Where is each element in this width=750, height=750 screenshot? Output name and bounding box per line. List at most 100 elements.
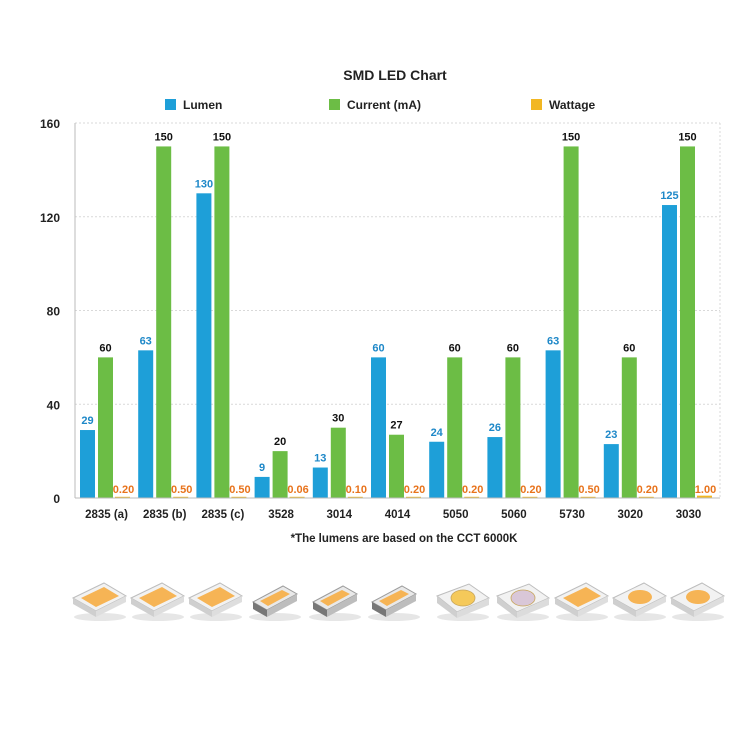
data-label: 0.20 <box>462 484 483 496</box>
bar-wattage-10 <box>697 495 712 498</box>
bar-current-ma--8 <box>563 146 579 498</box>
led-package-4 <box>309 585 361 621</box>
data-label: 0.50 <box>171 484 192 496</box>
x-tick-label: 3020 <box>618 509 644 521</box>
legend-label-0: Lumen <box>183 98 222 112</box>
data-label: 60 <box>99 342 111 354</box>
data-label: 150 <box>213 131 231 143</box>
data-label: 60 <box>449 342 461 354</box>
data-label: 0.10 <box>346 484 367 496</box>
led-package-7 <box>496 583 551 621</box>
bar-current-ma--4 <box>330 427 346 498</box>
data-label: 60 <box>623 342 635 354</box>
led-package-1 <box>129 582 186 621</box>
bar-wattage-8 <box>580 496 596 498</box>
legend-label-1: Current (mA) <box>347 98 421 112</box>
data-label: 1.00 <box>695 484 716 496</box>
data-label: 130 <box>195 178 213 190</box>
data-label: 26 <box>489 422 501 434</box>
data-label: 13 <box>314 453 326 465</box>
x-tick-label: 3030 <box>676 509 702 521</box>
bar-wattage-7 <box>522 496 538 498</box>
led-package-5 <box>368 585 420 621</box>
data-label: 60 <box>507 342 519 354</box>
data-label: 0.50 <box>229 484 250 496</box>
bar-current-ma--5 <box>389 434 404 498</box>
led-package-10 <box>669 582 726 621</box>
x-tick-label: 4014 <box>385 509 411 521</box>
legend: Lumen Current (mA) Wattage <box>165 98 596 112</box>
bar-lumen-10 <box>662 205 677 498</box>
x-tick-label: 5050 <box>443 509 469 521</box>
data-label: 29 <box>81 415 93 427</box>
data-label: 9 <box>259 462 265 474</box>
bar-current-ma--9 <box>621 357 637 498</box>
data-label: 0.20 <box>113 484 134 496</box>
x-tick-label: 5730 <box>559 509 585 521</box>
y-tick-label: 160 <box>40 117 60 131</box>
bar-current-ma--1 <box>156 146 172 498</box>
bar-current-ma--7 <box>505 357 521 498</box>
x-tick-label: 2835 (c) <box>201 509 244 521</box>
footnote: *The lumens are based on the CCT 6000K <box>291 533 519 545</box>
data-label: 125 <box>660 190 678 202</box>
bar-wattage-4 <box>347 496 363 498</box>
data-label: 63 <box>140 335 152 347</box>
bar-wattage-5 <box>406 496 421 498</box>
led-package-9 <box>611 582 668 621</box>
bar-lumen-4 <box>312 467 328 498</box>
data-label: 20 <box>274 436 286 448</box>
bar-lumen-5 <box>371 357 386 498</box>
y-tick-label: 80 <box>47 305 61 319</box>
bar-wattage-9 <box>638 496 654 498</box>
bar-current-ma--6 <box>447 357 463 498</box>
bar-lumen-6 <box>429 441 445 498</box>
x-tick-label: 2835 (a) <box>85 509 128 521</box>
chart-title: SMD LED Chart <box>343 67 447 83</box>
x-axis: 2835 (a) 2835 (b) 2835 (c) 3528 3014 4014 5050… <box>75 497 720 521</box>
bar-labels: 29 60 0.20 63 150 0.50 130 150 0.50 9 20 0.06 13 30 0.… <box>81 131 716 496</box>
data-label: 24 <box>431 427 444 439</box>
bars <box>80 146 712 498</box>
led-package-0 <box>71 582 128 621</box>
y-tick-label: 120 <box>40 211 60 225</box>
bar-wattage-1 <box>173 496 189 498</box>
led-package-6 <box>436 583 491 621</box>
x-tick-label: 5060 <box>501 509 527 521</box>
data-label: 0.20 <box>404 484 425 496</box>
led-package-8 <box>553 582 610 621</box>
bar-current-ma--2 <box>214 146 230 498</box>
bar-wattage-6 <box>464 496 480 498</box>
legend-swatch-0 <box>165 99 176 110</box>
bar-wattage-3 <box>289 496 305 498</box>
bar-lumen-0 <box>80 430 95 498</box>
y-tick-label: 0 <box>53 492 60 506</box>
data-label: 150 <box>562 131 580 143</box>
data-label: 60 <box>372 342 384 354</box>
led-package-2 <box>187 582 244 621</box>
bar-current-ma--3 <box>272 451 288 498</box>
data-label: 23 <box>605 429 617 441</box>
x-tick-label: 3014 <box>327 509 353 521</box>
x-tick-label: 2835 (b) <box>143 509 187 521</box>
led-package-images <box>71 582 726 621</box>
bar-wattage-2 <box>231 496 247 498</box>
legend-swatch-1 <box>329 99 340 110</box>
bar-current-ma--10 <box>680 146 695 498</box>
bar-lumen-7 <box>487 437 503 498</box>
led-package-3 <box>249 585 301 621</box>
bar-lumen-9 <box>603 444 619 498</box>
legend-swatch-2 <box>531 99 542 110</box>
data-label: 150 <box>155 131 173 143</box>
data-label: 0.20 <box>520 484 541 496</box>
bar-lumen-1 <box>138 350 154 498</box>
data-label: 27 <box>390 420 402 432</box>
data-label: 150 <box>678 131 696 143</box>
x-tick-label: 3528 <box>268 509 294 521</box>
data-label: 0.50 <box>578 484 599 496</box>
data-label: 63 <box>547 335 559 347</box>
data-label: 0.20 <box>637 484 658 496</box>
bar-current-ma--0 <box>98 357 113 498</box>
data-label: 0.06 <box>287 484 308 496</box>
